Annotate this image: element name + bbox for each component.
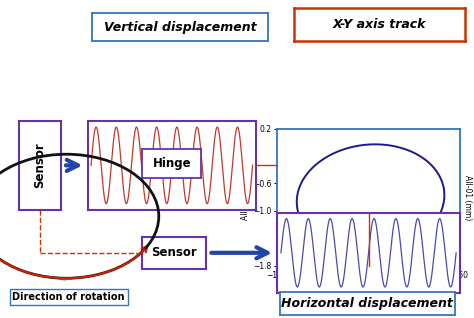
Text: Horizontal displacement: Horizontal displacement	[282, 297, 453, 310]
Text: Sensor: Sensor	[151, 246, 197, 259]
Y-axis label: AII-01 (mm): AII-01 (mm)	[463, 175, 472, 220]
Text: Sensor: Sensor	[33, 142, 46, 188]
Text: Vertical displacement: Vertical displacement	[104, 21, 256, 33]
Y-axis label: AII-02 (mm): AII-02 (mm)	[241, 175, 250, 220]
Text: X-Y axis track: X-Y axis track	[332, 18, 426, 31]
Text: Hinge: Hinge	[153, 157, 191, 170]
Text: Direction of rotation: Direction of rotation	[12, 292, 125, 302]
